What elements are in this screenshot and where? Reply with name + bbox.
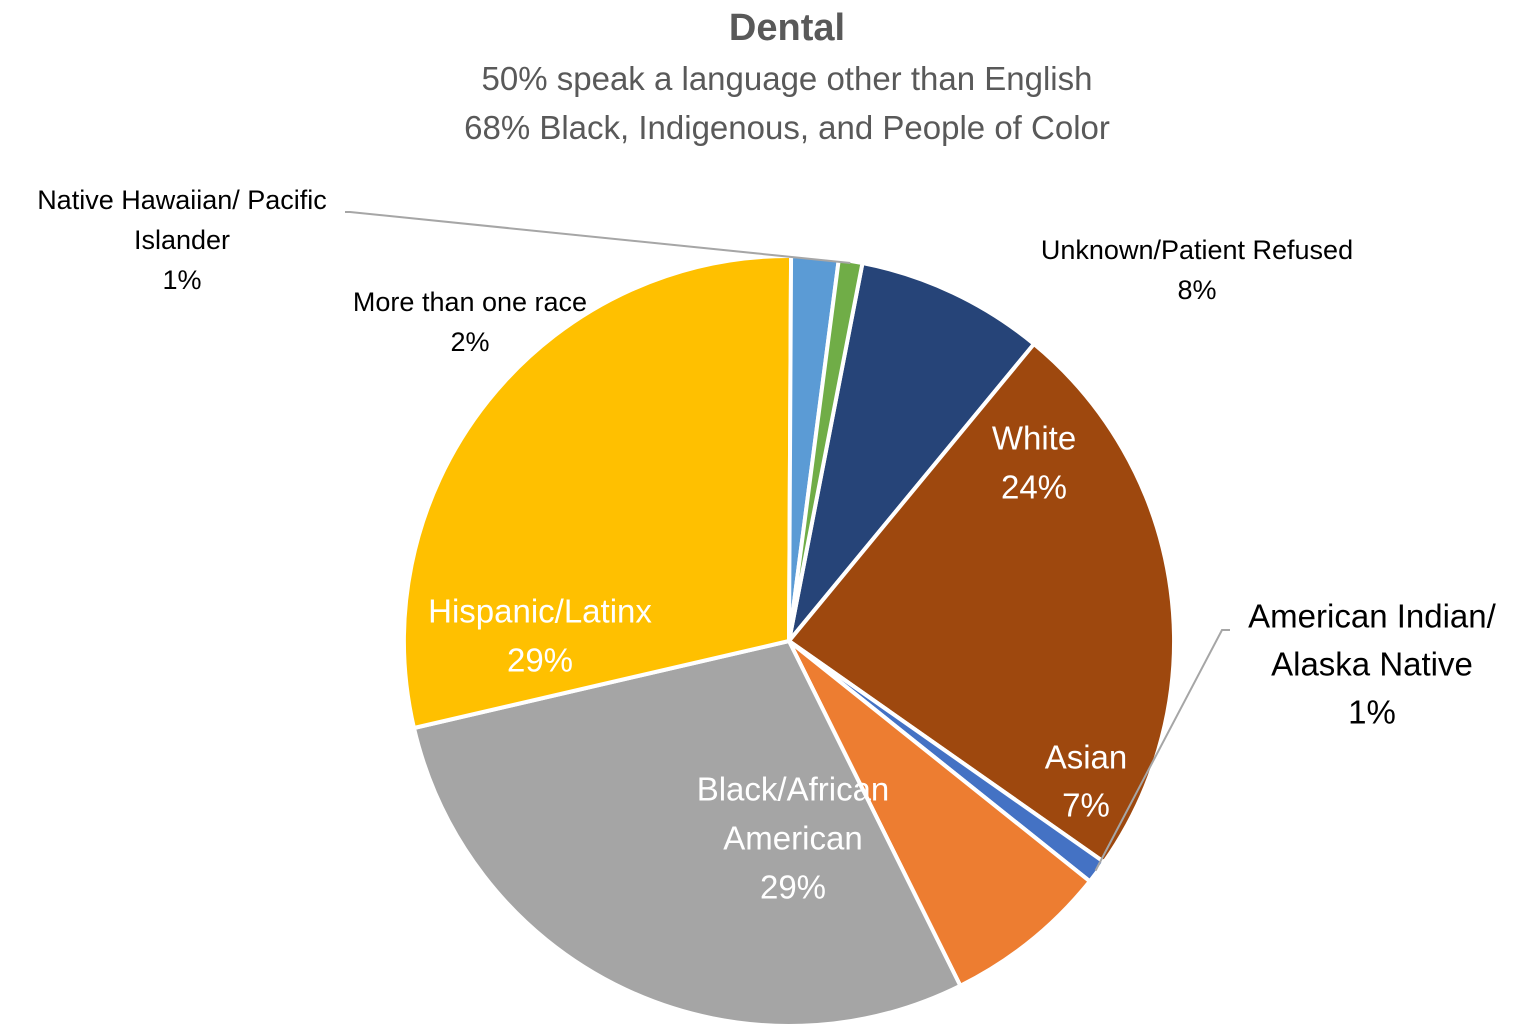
slice-value-label: 8% [1177,275,1216,305]
slice-category-label: Black/African [697,771,890,808]
slice-label-black-african-american: Black/African American 29% [697,771,890,906]
pie-slice-unknown-patient-refused [787,261,1036,643]
slice-category-label: More than one race [353,287,587,317]
slice-label-hispanic-latinx: Hispanic/Latinx 29% [428,593,652,679]
slice-label-unknown-patient-refused: Unknown/Patient Refused 8% [1041,235,1353,305]
slice-category-label: Alaska Native [1271,646,1473,683]
slice-value-label: 2% [450,327,489,357]
pie-slices [402,254,1176,1027]
slice-value-label: 29% [760,869,826,906]
slice-value-label: 29% [507,642,573,679]
slice-category-label: Hispanic/Latinx [428,593,652,630]
slice-value-label: 24% [1001,469,1067,506]
slice-category-label: Islander [134,225,230,255]
slice-category-label: American Indian/ [1248,598,1496,635]
slice-category-label: Unknown/Patient Refused [1041,235,1353,265]
pie-slice-white [787,341,1176,865]
slice-category-label: Asian [1045,739,1128,776]
slice-value-label: 1% [1348,694,1396,731]
slice-category-label: Native Hawaiian/ Pacific [37,185,327,215]
pie-slice-asian [787,639,1092,988]
slice-label-native-hawaiian-pacific-islander: Native Hawaiian/ Pacific Islander 1% [37,185,327,295]
chart-subtitle-line-2: 68% Black, Indigenous, and People of Col… [464,109,1110,146]
slice-category-label: American [723,820,862,857]
slice-category-label: White [992,420,1076,457]
slice-value-label: 1% [162,265,201,295]
slice-label-white: White 24% [992,420,1076,506]
leader-line-native-hawaiian [345,211,851,264]
slice-value-label: 7% [1062,787,1110,824]
pie-slice-native-hawaiian-pacific-islander [787,257,865,643]
chart-title: Dental [729,7,845,49]
slice-label-asian: Asian 7% [1045,739,1128,824]
pie-slice-hispanic-latinx [402,254,794,730]
slice-label-more-than-one-race: More than one race 2% [353,287,587,357]
slice-label-american-indian-alaska-native: American Indian/Alaska Native 1% [1248,598,1496,731]
chart-subtitle-line-1: 50% speak a language other than English [482,60,1093,97]
slice-labels: Unknown/Patient Refused 8% White 24% America… [37,185,1496,906]
leader-line-american-indian [1094,629,1230,872]
pie-slice-black-african-american [411,639,963,1027]
leader-lines [345,211,1230,872]
